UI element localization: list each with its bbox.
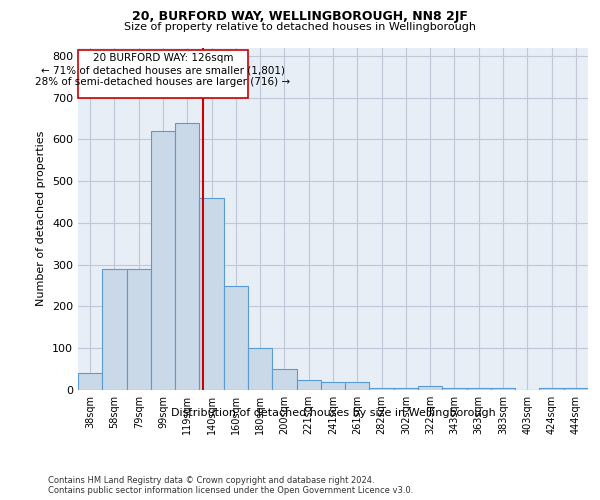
- Y-axis label: Number of detached properties: Number of detached properties: [37, 131, 46, 306]
- Bar: [394, 388, 418, 390]
- Text: Size of property relative to detached houses in Wellingborough: Size of property relative to detached ho…: [124, 22, 476, 32]
- Bar: [272, 369, 296, 390]
- Bar: [467, 388, 491, 390]
- Text: 20, BURFORD WAY, WELLINGBOROUGH, NN8 2JF: 20, BURFORD WAY, WELLINGBOROUGH, NN8 2JF: [132, 10, 468, 23]
- Bar: [321, 382, 345, 390]
- Bar: [224, 286, 248, 390]
- Text: Distribution of detached houses by size in Wellingborough: Distribution of detached houses by size …: [170, 408, 496, 418]
- Bar: [248, 348, 272, 390]
- FancyBboxPatch shape: [78, 50, 248, 98]
- Bar: [78, 374, 102, 390]
- Bar: [151, 131, 175, 390]
- Text: 20 BURFORD WAY: 126sqm: 20 BURFORD WAY: 126sqm: [93, 53, 233, 63]
- Text: ← 71% of detached houses are smaller (1,801): ← 71% of detached houses are smaller (1,…: [41, 66, 285, 76]
- Bar: [127, 269, 151, 390]
- Bar: [345, 382, 370, 390]
- Bar: [418, 386, 442, 390]
- Text: Contains HM Land Registry data © Crown copyright and database right 2024.
Contai: Contains HM Land Registry data © Crown c…: [48, 476, 413, 495]
- Bar: [442, 388, 467, 390]
- Bar: [564, 388, 588, 390]
- Bar: [296, 380, 321, 390]
- Bar: [491, 388, 515, 390]
- Text: 28% of semi-detached houses are larger (716) →: 28% of semi-detached houses are larger (…: [35, 76, 290, 86]
- Bar: [539, 388, 564, 390]
- Bar: [102, 269, 127, 390]
- Bar: [199, 198, 224, 390]
- Bar: [175, 122, 199, 390]
- Bar: [370, 388, 394, 390]
